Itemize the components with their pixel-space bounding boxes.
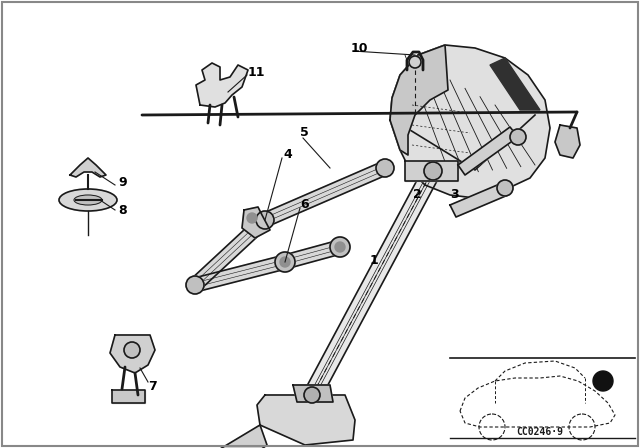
Polygon shape xyxy=(196,63,248,107)
Text: 4: 4 xyxy=(283,148,292,161)
Polygon shape xyxy=(262,162,388,226)
Text: 3: 3 xyxy=(450,189,459,202)
Polygon shape xyxy=(555,125,580,158)
Polygon shape xyxy=(283,240,342,269)
Circle shape xyxy=(335,242,345,252)
Circle shape xyxy=(376,159,394,177)
Polygon shape xyxy=(405,161,458,181)
Polygon shape xyxy=(112,390,145,403)
Circle shape xyxy=(275,252,295,272)
Text: 2: 2 xyxy=(413,189,422,202)
Text: CC0246·9: CC0246·9 xyxy=(516,427,563,437)
Circle shape xyxy=(124,342,140,358)
Circle shape xyxy=(186,276,204,294)
Polygon shape xyxy=(257,395,355,445)
Ellipse shape xyxy=(74,195,102,205)
Polygon shape xyxy=(193,255,287,292)
Polygon shape xyxy=(70,158,106,177)
Text: 7: 7 xyxy=(148,379,157,392)
Circle shape xyxy=(247,213,257,223)
Polygon shape xyxy=(458,127,518,175)
Circle shape xyxy=(304,387,320,403)
Circle shape xyxy=(593,371,613,391)
Polygon shape xyxy=(490,58,540,110)
Polygon shape xyxy=(207,425,267,448)
Text: 8: 8 xyxy=(118,203,127,216)
Circle shape xyxy=(330,237,350,257)
Polygon shape xyxy=(307,171,438,394)
Circle shape xyxy=(280,257,290,267)
Circle shape xyxy=(256,211,274,229)
Polygon shape xyxy=(450,183,508,217)
Circle shape xyxy=(409,56,421,68)
Text: 9: 9 xyxy=(118,177,127,190)
Polygon shape xyxy=(242,207,270,238)
Text: 10: 10 xyxy=(351,42,369,55)
Circle shape xyxy=(497,180,513,196)
Circle shape xyxy=(424,162,442,180)
Ellipse shape xyxy=(59,189,117,211)
Polygon shape xyxy=(390,45,550,198)
Polygon shape xyxy=(293,385,333,402)
Text: 5: 5 xyxy=(300,126,308,139)
Polygon shape xyxy=(190,215,270,290)
Text: 1: 1 xyxy=(370,254,379,267)
Polygon shape xyxy=(110,335,155,373)
Polygon shape xyxy=(390,45,448,155)
Text: 11: 11 xyxy=(248,65,266,78)
Text: 6: 6 xyxy=(300,198,308,211)
Circle shape xyxy=(510,129,526,145)
